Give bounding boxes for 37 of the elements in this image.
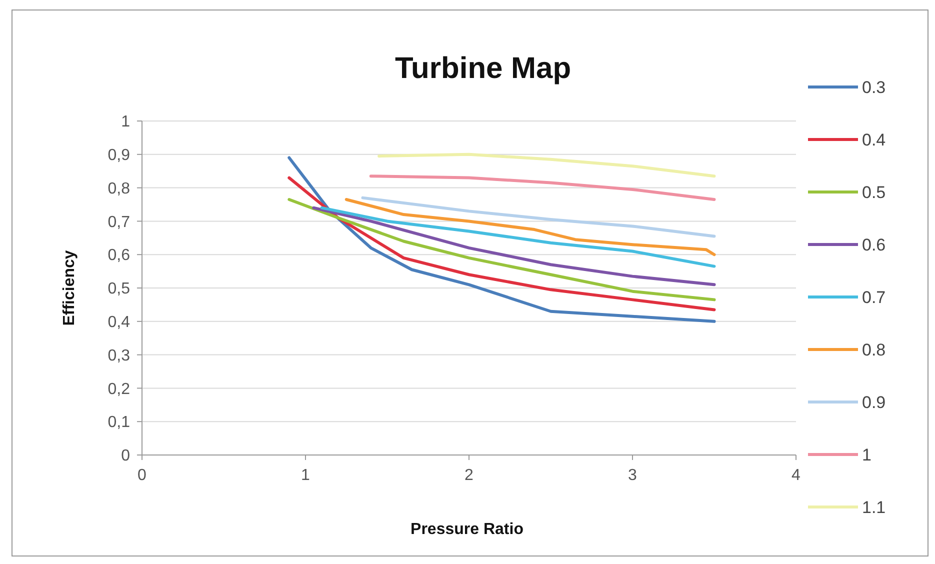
x-tick-label: 1 [301,467,310,484]
y-tick-label: 0,9 [108,147,130,164]
y-tick-label: 0 [121,448,130,465]
y-tick-label: 0,8 [108,180,130,198]
x-tick-label: 3 [628,467,638,484]
y-tick-label: 0,2 [108,380,130,398]
line-series [378,152,716,178]
line-series [320,206,716,268]
y-axis-title: Efficiency [61,250,78,326]
legend-label: 0.7 [862,288,886,307]
legend-label: 0.8 [862,340,886,360]
line-series [288,156,716,323]
x-tick-label: 4 [792,467,801,484]
line-series [369,174,716,201]
legend-label: 1.1 [862,498,886,517]
line-series [312,206,716,286]
legend-label: 0.5 [862,182,886,202]
y-tick-label: 0,7 [108,214,130,231]
line-series [288,198,716,302]
y-tick-label: 0,3 [108,347,130,364]
x-tick-label: 0 [138,467,147,484]
legend-label: 0.4 [862,130,886,150]
y-tick-label: 0,1 [108,414,130,432]
y-tick-label: 1 [121,114,130,131]
chart-title: Turbine Map [394,52,572,85]
legend-label: 0.3 [862,78,886,97]
legend-label: 1 [862,445,872,464]
line-series [361,196,716,238]
y-tick-label: 0,6 [108,247,130,264]
x-tick-label: 2 [464,467,474,484]
line-series [288,176,716,312]
y-tick-label: 0,4 [108,314,130,331]
x-axis-title: Pressure Ratio [410,521,524,538]
legend-label: 0.6 [862,235,886,254]
line-series [344,198,716,256]
legend-label: 0.9 [862,392,886,412]
y-tick-label: 0,5 [108,280,130,298]
